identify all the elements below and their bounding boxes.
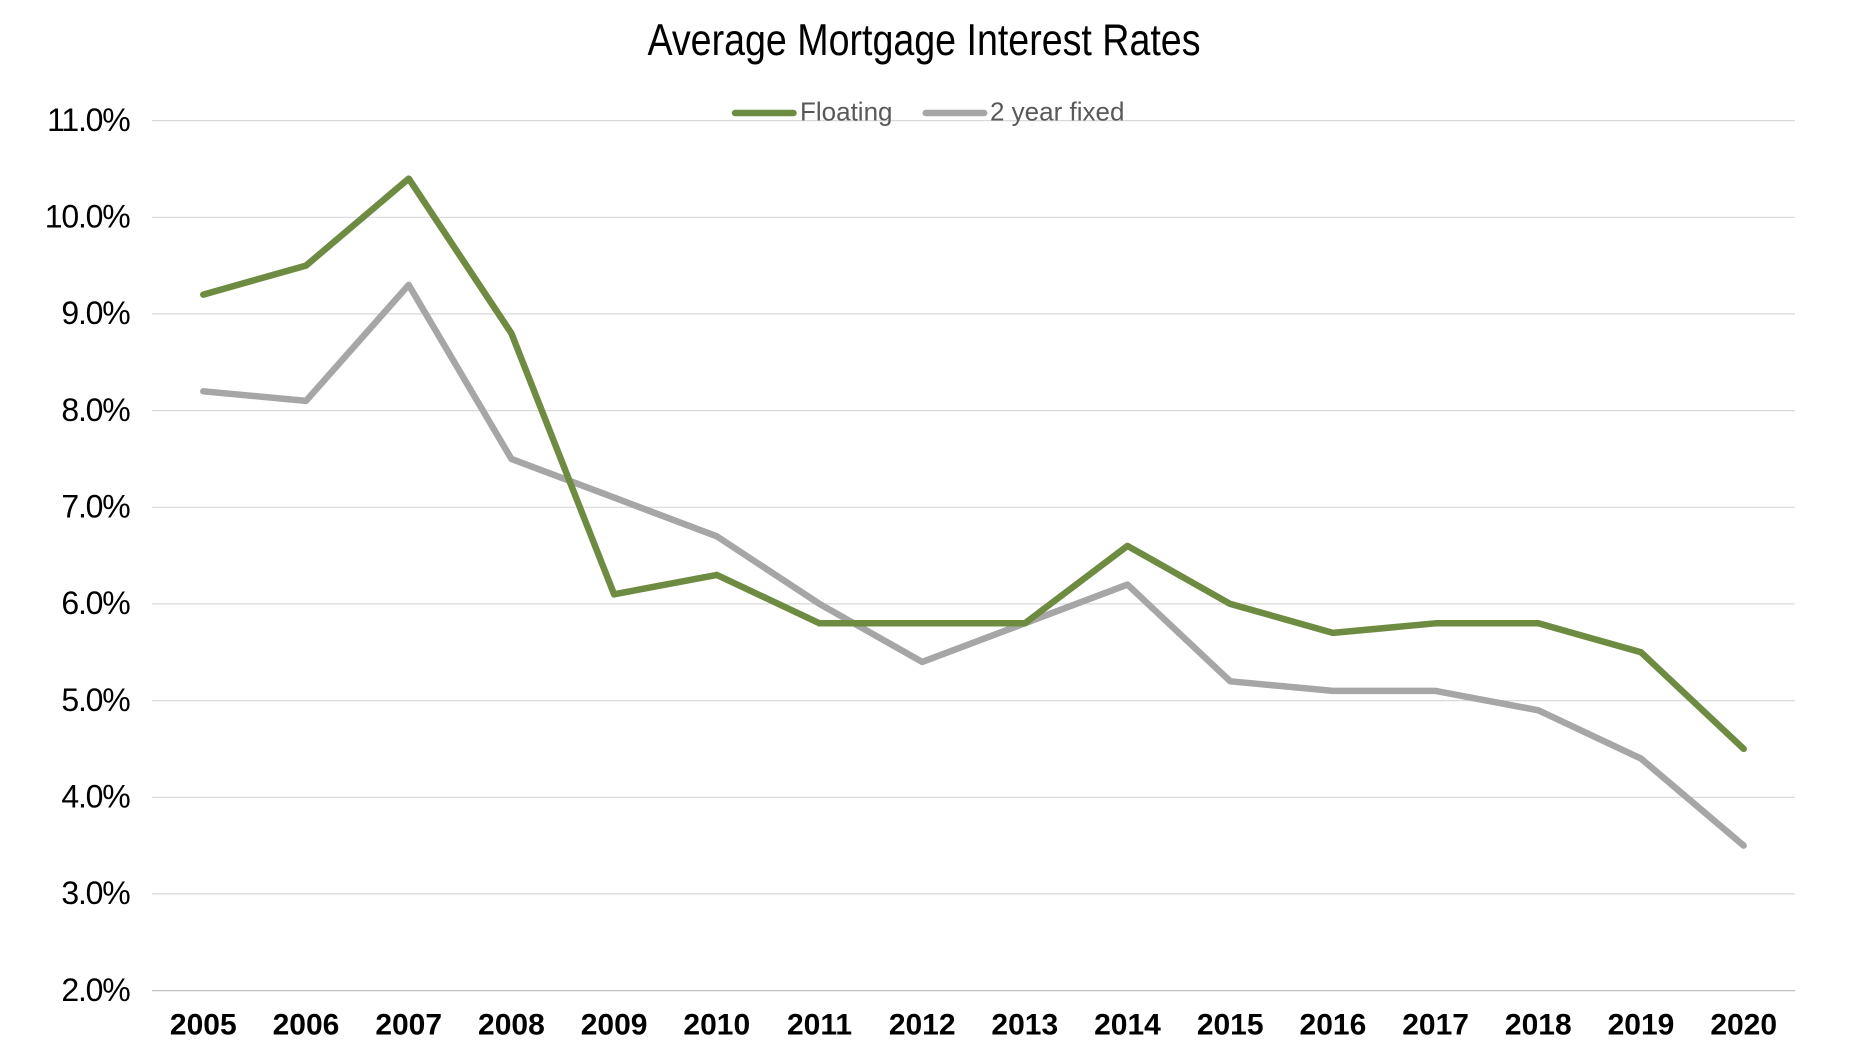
- svg-text:Average Mortgage Interest Rate: Average Mortgage Interest Rates: [648, 16, 1201, 65]
- svg-text:2006: 2006: [273, 1008, 340, 1041]
- svg-text:2012: 2012: [889, 1008, 956, 1041]
- svg-text:8.0%: 8.0%: [61, 392, 130, 428]
- svg-text:9.0%: 9.0%: [61, 295, 130, 331]
- svg-text:2007: 2007: [375, 1008, 442, 1041]
- svg-text:2017: 2017: [1402, 1008, 1469, 1041]
- svg-text:2 year fixed: 2 year fixed: [990, 97, 1124, 127]
- svg-text:2005: 2005: [170, 1008, 237, 1041]
- svg-text:2014: 2014: [1094, 1008, 1161, 1041]
- svg-text:2018: 2018: [1505, 1008, 1572, 1041]
- svg-text:7.0%: 7.0%: [61, 489, 130, 525]
- svg-text:4.0%: 4.0%: [61, 779, 130, 815]
- svg-text:2013: 2013: [991, 1008, 1058, 1041]
- svg-text:2020: 2020: [1710, 1008, 1777, 1041]
- svg-text:2011: 2011: [787, 1008, 852, 1041]
- svg-text:11.0%: 11.0%: [47, 102, 130, 138]
- svg-text:2.0%: 2.0%: [61, 972, 130, 1008]
- svg-text:Floating: Floating: [800, 97, 893, 127]
- svg-text:2009: 2009: [581, 1008, 648, 1041]
- svg-text:3.0%: 3.0%: [61, 875, 130, 911]
- svg-text:2019: 2019: [1608, 1008, 1675, 1041]
- svg-text:2015: 2015: [1197, 1008, 1264, 1041]
- svg-text:2016: 2016: [1300, 1008, 1367, 1041]
- svg-text:2008: 2008: [478, 1008, 545, 1041]
- svg-text:5.0%: 5.0%: [61, 682, 130, 718]
- svg-text:6.0%: 6.0%: [61, 585, 130, 621]
- svg-text:10.0%: 10.0%: [45, 199, 130, 235]
- svg-text:2010: 2010: [683, 1008, 750, 1041]
